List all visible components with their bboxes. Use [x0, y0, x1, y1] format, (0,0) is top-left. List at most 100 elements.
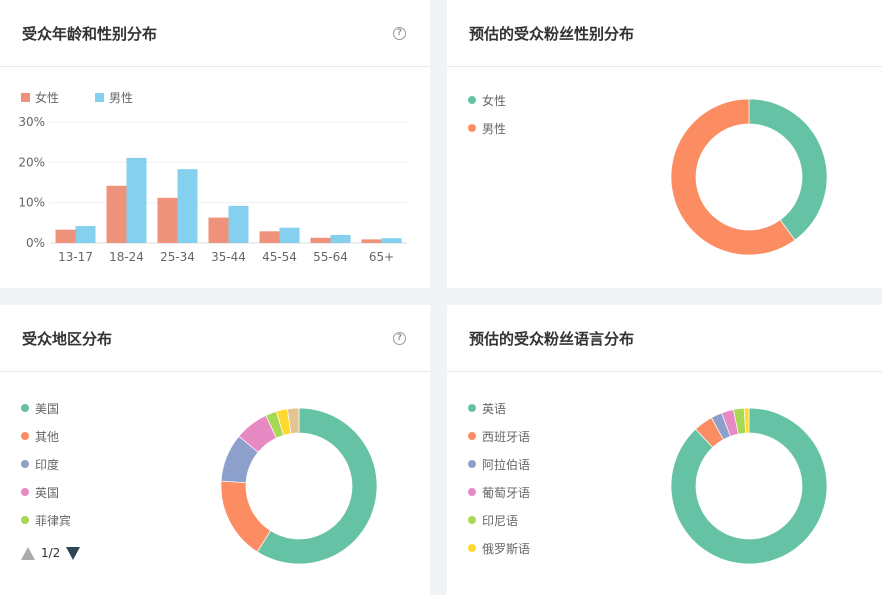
donut-slice: [286, 407, 300, 435]
legend-pager: 1/2: [21, 546, 150, 560]
legend-item[interactable]: 其他: [21, 422, 150, 450]
language-panel: 预估的受众粉丝语言分布 英语西班牙语阿拉伯语葡萄牙语印尼语俄罗斯语: [447, 305, 882, 595]
legend-label: 男性: [482, 121, 507, 136]
legend-dot: [468, 488, 476, 496]
region-donut-chart: [220, 407, 378, 565]
legend-item[interactable]: 男性: [468, 114, 597, 142]
legend-label: 俄罗斯语: [482, 541, 531, 556]
legend-dot: [468, 124, 476, 132]
bar-male: [381, 238, 402, 243]
panel-title: 受众年龄和性别分布: [22, 24, 158, 43]
panel-body: 美国其他印度英国菲律宾 1/2: [0, 372, 430, 594]
bar-male: [330, 234, 351, 243]
legend-swatch: [95, 92, 105, 102]
legend-label: 美国: [35, 401, 60, 416]
legend-item[interactable]: 阿拉伯语: [468, 450, 597, 478]
legend-item[interactable]: 葡萄牙语: [468, 478, 597, 506]
age-gender-panel: 受众年龄和性别分布 ? 女性 男性 0% 10% 20% 30% 13-17 18-24 2…: [0, 0, 430, 288]
legend-label: 菲律宾: [35, 513, 72, 528]
legend-item[interactable]: 印尼语: [468, 506, 597, 534]
language-donut-chart: [670, 407, 828, 565]
legend-dot: [468, 432, 476, 440]
page-up-icon[interactable]: [21, 546, 35, 560]
help-icon[interactable]: ?: [393, 26, 406, 40]
legend-dot: [468, 96, 476, 104]
x-tick-label: 65+: [369, 250, 394, 264]
legend-item[interactable]: 菲律宾: [21, 506, 150, 534]
gender-panel: 预估的受众粉丝性别分布 女性男性: [447, 0, 882, 288]
bar-female: [361, 239, 382, 243]
help-icon[interactable]: ?: [393, 331, 406, 345]
x-tick-label: 25-34: [160, 250, 195, 264]
legend-item[interactable]: 印度: [21, 450, 150, 478]
x-tick-label: 35-44: [211, 250, 246, 264]
legend-label: 西班牙语: [482, 429, 531, 444]
legend-dot: [21, 432, 29, 440]
legend-dot: [21, 488, 29, 496]
legend-item[interactable]: 女性: [468, 86, 597, 114]
panel-title: 预估的受众粉丝语言分布: [469, 329, 635, 348]
legend-label: 女性: [35, 90, 60, 105]
bar-male: [279, 227, 300, 243]
legend-dot: [468, 516, 476, 524]
legend-item[interactable]: 美国: [21, 394, 150, 422]
legend-item[interactable]: 英语: [468, 394, 597, 422]
panel-header: 受众地区分布 ?: [0, 305, 430, 372]
x-tick-label: 18-24: [109, 250, 144, 264]
legend-label: 印度: [35, 457, 60, 472]
bar-legend: 女性 男性: [0, 89, 430, 105]
bar-male: [75, 226, 96, 243]
bar-female: [259, 231, 280, 243]
legend-label: 阿拉伯语: [482, 457, 531, 472]
panel-header: 预估的受众粉丝语言分布: [447, 305, 882, 372]
legend-label: 男性: [109, 90, 134, 105]
donut-slice: [748, 98, 828, 241]
legend-label: 英国: [35, 485, 60, 500]
panel-title: 受众地区分布: [22, 329, 113, 348]
x-tick-label: 55-64: [313, 250, 348, 264]
y-tick-label: 0%: [26, 236, 45, 250]
legend-item[interactable]: 西班牙语: [468, 422, 597, 450]
bar-male: [228, 205, 249, 243]
panel-header: 受众年龄和性别分布 ?: [0, 0, 430, 67]
bar-male: [177, 169, 198, 243]
legend-dot: [21, 516, 29, 524]
legend-dot: [468, 404, 476, 412]
legend-label: 其他: [35, 429, 60, 444]
page-down-icon[interactable]: [66, 546, 81, 560]
donut-slice: [670, 98, 796, 256]
legend-female[interactable]: 女性: [21, 89, 59, 105]
legend-label: 英语: [482, 401, 507, 416]
gender-donut-chart: [670, 98, 828, 256]
bar-female: [106, 185, 127, 243]
y-tick-label: 30%: [18, 115, 45, 129]
legend: 美国其他印度英国菲律宾 1/2: [0, 372, 150, 594]
region-panel: 受众地区分布 ? 美国其他印度英国菲律宾 1/2: [0, 305, 430, 595]
legend: 英语西班牙语阿拉伯语葡萄牙语印尼语俄罗斯语: [447, 372, 597, 594]
page-indicator: 1/2: [41, 546, 61, 560]
legend-item[interactable]: 英国: [21, 478, 150, 506]
bar-female: [55, 229, 76, 243]
panel-body: 女性男性: [447, 67, 882, 287]
x-tick-label: 45-54: [262, 250, 297, 264]
legend-male[interactable]: 男性: [95, 89, 133, 105]
panel-body: 英语西班牙语阿拉伯语葡萄牙语印尼语俄罗斯语: [447, 372, 882, 594]
legend-dot: [21, 460, 29, 468]
bar-female: [157, 197, 178, 243]
legend-swatch: [21, 92, 30, 102]
donut-slice: [743, 407, 750, 434]
legend-dot: [21, 404, 29, 412]
bar-female: [310, 237, 331, 243]
bar-female: [208, 217, 229, 243]
age-bar-chart: 0% 10% 20% 30% 13-17 18-24 25-34 35-44 45-54 55-6…: [18, 115, 407, 264]
legend: 女性男性: [447, 67, 597, 287]
legend-label: 葡萄牙语: [482, 485, 531, 500]
legend-item[interactable]: 俄罗斯语: [468, 534, 597, 562]
donut-slice: [670, 407, 828, 565]
bar-male: [126, 157, 147, 243]
legend-label: 印尼语: [482, 513, 519, 528]
panel-title: 预估的受众粉丝性别分布: [469, 24, 635, 43]
x-tick-label: 13-17: [58, 250, 93, 264]
y-tick-label: 10%: [18, 196, 45, 210]
